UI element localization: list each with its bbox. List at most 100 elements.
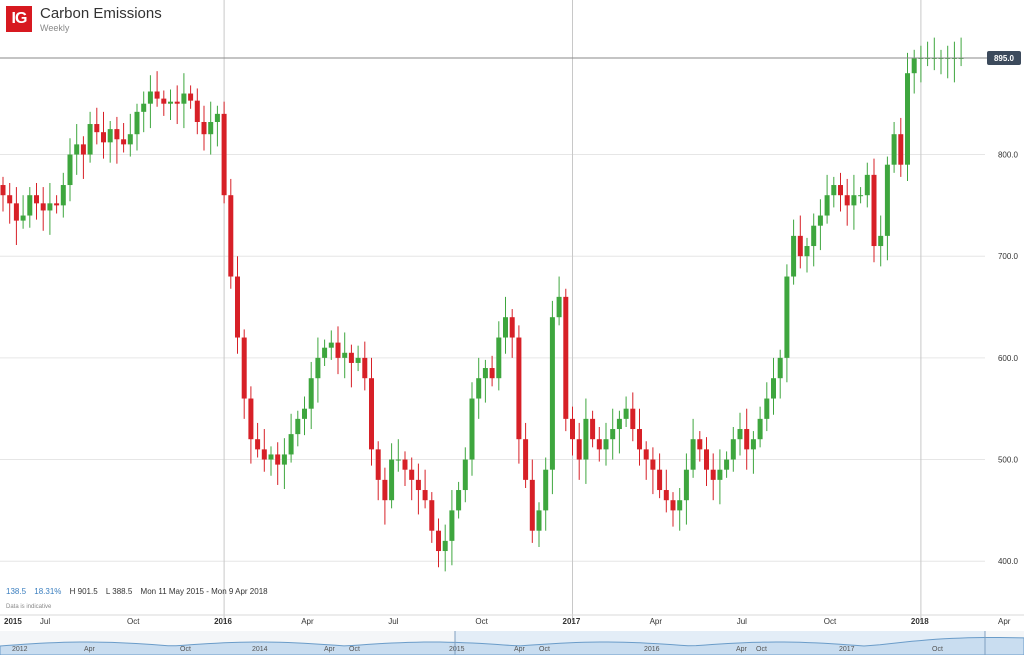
candle-down (154, 91, 160, 99)
candle-up (824, 195, 830, 216)
candle-up (831, 185, 837, 196)
candle-up (817, 215, 823, 226)
x-tick-label: 2017 (563, 617, 581, 626)
candle-down (255, 439, 261, 450)
x-tick-label: Jul (40, 617, 50, 626)
candle-down (489, 368, 495, 379)
candle-up (355, 357, 361, 363)
candle-up (784, 276, 790, 358)
candle-down (563, 296, 569, 419)
candle-down (429, 500, 435, 531)
candle-up (911, 57, 917, 74)
candle-up (476, 378, 482, 399)
y-tick-label: 600.0 (998, 354, 1019, 363)
y-tick-label: 500.0 (998, 456, 1019, 465)
candle-down (409, 469, 415, 480)
candle-up (74, 144, 80, 155)
candle-up (134, 111, 140, 135)
navigator-label: Apr (84, 646, 96, 653)
x-tick-label: Jul (737, 617, 747, 626)
candle-up (791, 235, 797, 277)
candle-down (121, 139, 127, 145)
candle-up (603, 439, 609, 450)
candle-down (630, 408, 636, 430)
candle-up (87, 124, 93, 155)
candle-down (188, 93, 194, 101)
navigator-area (0, 637, 1024, 655)
x-tick-label: Oct (824, 617, 837, 626)
navigator-label: 2015 (449, 646, 465, 653)
candle-down (523, 439, 529, 480)
candle-up (851, 195, 857, 206)
candle-down (174, 101, 180, 104)
candle-up (302, 408, 307, 419)
candle-up (677, 500, 683, 511)
candle-down (335, 342, 341, 358)
x-tick-label: 2018 (911, 617, 929, 626)
candle-up (107, 129, 113, 143)
candle-up (20, 215, 26, 221)
candle-down (34, 195, 39, 204)
candle-down (797, 235, 803, 257)
candle-up (583, 418, 589, 460)
x-tick-label: Oct (127, 617, 140, 626)
candle-up (168, 101, 173, 104)
candle-up (777, 357, 783, 379)
candle-up (757, 418, 763, 440)
candle-down (54, 203, 60, 206)
x-tick-label: Apr (998, 617, 1011, 626)
candle-up (442, 540, 448, 552)
candle-up (623, 408, 629, 419)
candle-down (114, 129, 120, 140)
candle-down (40, 203, 46, 211)
candle-up (536, 510, 542, 531)
candle-up (610, 429, 616, 440)
candle-up (690, 439, 696, 470)
candle-down (228, 195, 234, 277)
candle-up (616, 418, 622, 430)
candle-down (235, 276, 240, 338)
candle-down (643, 449, 649, 460)
candle-down (657, 469, 663, 491)
candle-up (27, 195, 33, 216)
navigator-label: Apr (736, 646, 748, 653)
candle-down (529, 479, 535, 531)
candle-down (369, 378, 374, 450)
stats-bar: 138.5 18.31% H 901.5 L 388.5 Mon 11 May … (6, 587, 274, 596)
candle-down (13, 203, 19, 221)
navigator-label: 2017 (839, 646, 855, 653)
navigator-label: Apr (514, 646, 526, 653)
candle-up (308, 378, 314, 409)
candle-down (241, 337, 247, 399)
date-range: Mon 11 May 2015 - Mon 9 Apr 2018 (140, 587, 268, 596)
candle-up (556, 296, 562, 318)
candle-down (570, 418, 575, 440)
navigator-label: Oct (180, 646, 191, 653)
candle-up (891, 134, 897, 165)
navigator-label: Oct (349, 646, 360, 653)
chart-title: Carbon Emissions (40, 5, 162, 22)
candle-up (214, 113, 220, 122)
navigator-label: Oct (756, 646, 767, 653)
candle-down (7, 195, 13, 204)
candle-down (898, 134, 904, 165)
candle-up (884, 164, 890, 236)
candle-up (315, 357, 321, 379)
candle-down (596, 439, 602, 450)
candle-down (375, 449, 381, 480)
candle-up (208, 122, 214, 135)
candle-down (663, 490, 669, 501)
candle-down (362, 357, 368, 379)
candle-down (637, 429, 642, 450)
candle-up (503, 317, 508, 338)
candle-up (322, 347, 328, 358)
data-indicative-note: Data is indicative (6, 604, 52, 610)
candle-down (871, 174, 877, 247)
candle-down (201, 122, 207, 135)
x-tick-label: Apr (650, 617, 663, 626)
current-price-label: 895.0 (994, 54, 1015, 63)
candle-up (482, 368, 488, 379)
candle-down (275, 454, 281, 465)
x-tick-label: Jul (388, 617, 398, 626)
